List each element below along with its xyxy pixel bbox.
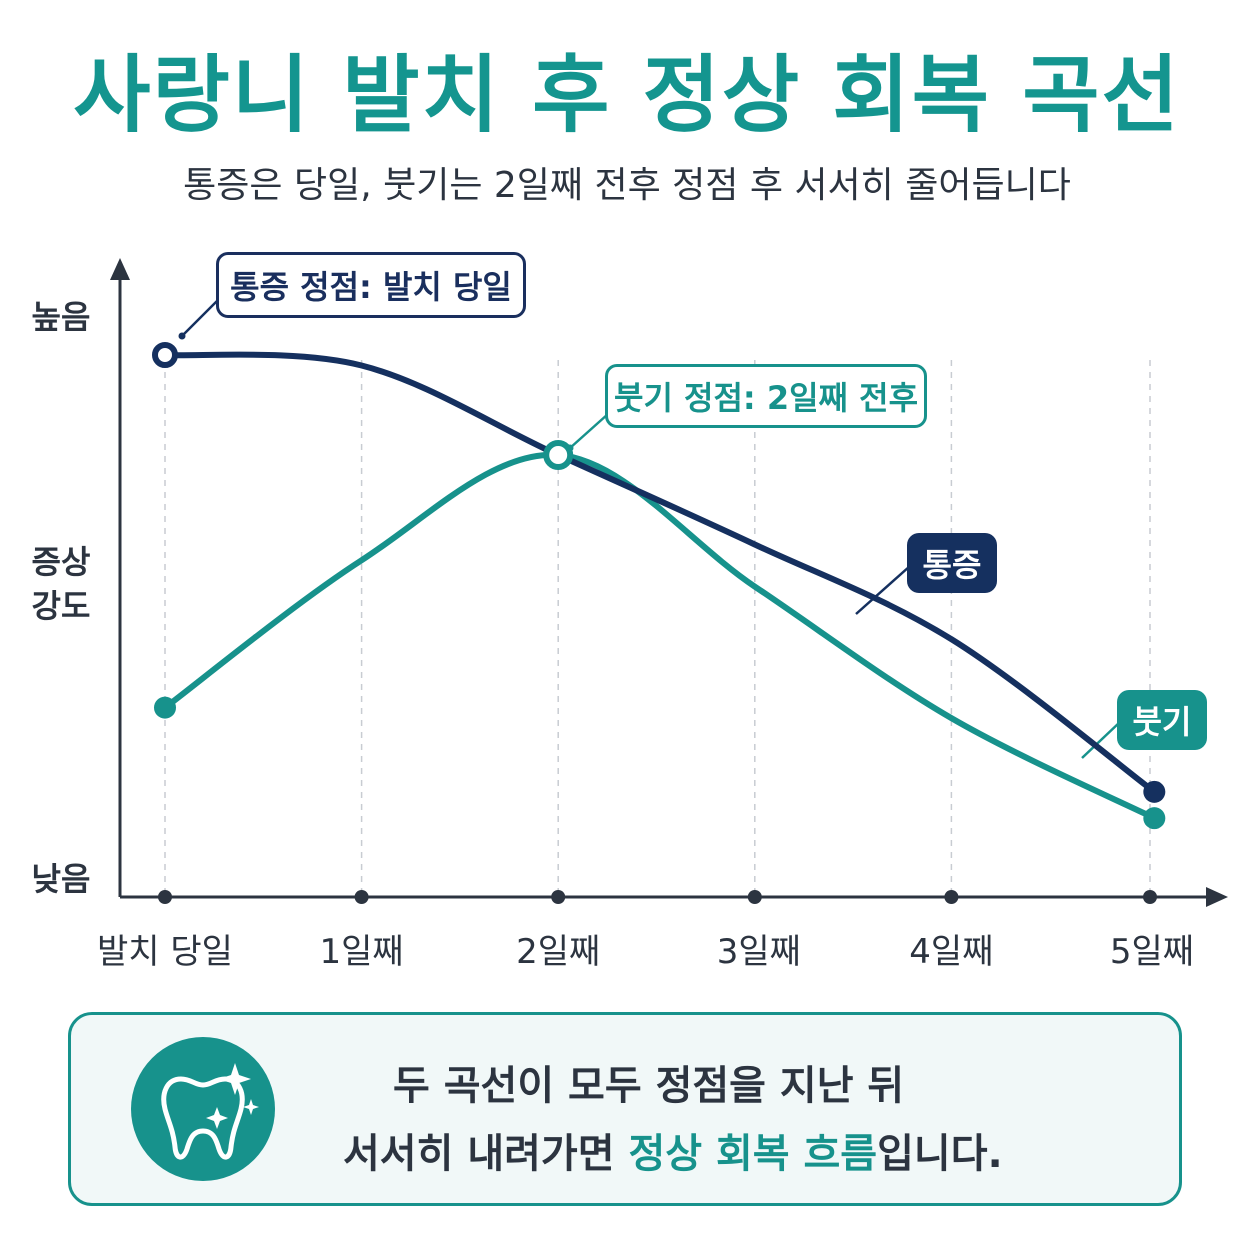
page-title: 사랑니 발치 후 정상 회복 곡선 [73,46,1181,144]
x-axis-tick [551,890,566,904]
tooth-sparkle-icon [131,1037,275,1181]
x-axis-tick [354,890,369,904]
y-axis-arrow-icon [110,258,130,280]
summary-highlight: 정상 회복 흐름 [628,1131,878,1177]
x-tick-label: 1일째 [319,932,404,972]
swelling-tag-connector [1081,721,1121,759]
pain-callout-connector [181,299,219,337]
pain-series-tag: 통증 [907,533,997,593]
swelling-callout-connector [569,413,609,449]
swelling-end-point [1143,807,1166,830]
pain-tag-connector [855,565,911,615]
summary-box: 두 곡선이 모두 정점을 지난 뒤 서서히 내려가면 정상 회복 흐름입니다. [68,1012,1182,1206]
y-label-low: 낮음 [31,860,91,898]
summary-line-1: 두 곡선이 모두 정점을 지난 뒤 [393,1063,905,1109]
swelling-series-tag: 붓기 [1117,690,1207,750]
y-label-high: 높음 [31,298,91,336]
x-tick-label: 2일째 [516,932,601,972]
x-tick-label: 3일째 [716,932,801,972]
x-axis-tick [158,890,172,904]
x-axis-tick [944,890,959,904]
page-subtitle: 통증은 당일, 붓기는 2일째 전후 정점 후 서서히 줄어듭니다 [183,165,1071,206]
x-tick-label: 발치 당일 [97,932,233,972]
x-tick-label: 4일째 [909,932,994,972]
x-tick-label: 5일째 [1109,932,1195,972]
x-axis-tick [1143,890,1157,904]
swelling-peak-callout: 붓기 정점: 2일째 전후 [605,364,927,428]
summary-line-2: 서서히 내려가면 정상 회복 흐름입니다. [343,1121,1003,1179]
swelling-peak-point [543,440,574,470]
y-axis-title: 증상 강도 [26,540,96,628]
pain-peak-callout: 통증 정점: 발치 당일 [216,252,526,318]
summary-line-2-prefix: 서서히 내려가면 [343,1131,629,1177]
recovery-chart [110,258,1228,907]
y-axis-title-line2: 강도 [31,587,91,625]
pain-callout-dot [178,332,186,340]
pain-end-point [1143,780,1166,803]
swelling-series-line [162,451,1158,822]
summary-line-2-suffix: 입니다. [877,1131,1003,1177]
x-axis-tick [747,890,762,904]
y-axis-title-line1: 증상 [31,543,91,581]
pain-series-line [162,351,1158,795]
x-axis-arrow-icon [1206,887,1228,907]
swelling-start-point [154,696,176,719]
pain-peak-point [152,342,178,368]
